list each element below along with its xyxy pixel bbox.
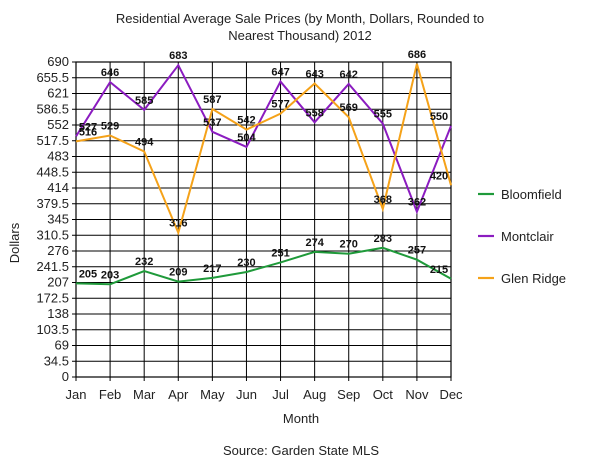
data-label: 537 [203,117,221,129]
y-tick-label: 207 [47,275,69,290]
y-tick-label: 621 [47,86,69,101]
data-label: 647 [271,67,289,79]
y-tick-label: 310.5 [36,227,69,242]
data-label: 274 [305,237,324,249]
data-label: 643 [305,68,323,80]
x-tick-label: Jun [236,387,257,402]
data-label: 420 [430,170,448,182]
data-label: 642 [340,69,358,81]
data-label: 232 [135,256,153,268]
y-tick-label: 34.5 [44,353,69,368]
data-label: 209 [169,267,187,279]
data-label: 504 [237,132,256,144]
x-tick-label: Oct [373,387,394,402]
data-label: 205 [79,268,97,280]
y-tick-label: 690 [47,54,69,69]
data-label: 550 [430,111,448,123]
series-lines [75,63,452,286]
x-tick-label: Mar [133,387,156,402]
data-label: 368 [374,194,392,206]
x-tick-label: May [200,387,225,402]
y-axis-label: Dollars [7,222,22,263]
y-tick-label: 138 [47,306,69,321]
data-label: 646 [101,67,119,79]
series-line-glen-ridge [75,63,452,236]
y-tick-label: 448.5 [36,164,69,179]
y-tick-label: 345 [47,212,69,227]
x-axis-label: Month [283,411,319,426]
y-tick-label: 655.5 [36,70,69,85]
y-tick-label: 414 [47,180,69,195]
data-label: 217 [203,263,221,275]
legend-label: Bloomfield [501,187,562,202]
x-tick-label: Dec [439,387,463,402]
data-label: 283 [374,233,392,245]
data-label: 215 [430,264,448,276]
data-label: 555 [374,109,392,121]
data-label: 316 [169,218,187,230]
y-tick-label: 552 [47,117,69,132]
grid [75,61,452,378]
data-label: 362 [408,197,426,209]
legend: Bloomfield Montclair Glen Ridge [478,187,566,286]
x-tick-label: Aug [303,387,326,402]
chart-title-line-1: Residential Average Sale Prices (by Mont… [116,11,484,26]
x-tick-label: Feb [99,387,121,402]
legend-label: Montclair [501,229,554,244]
data-label: 686 [408,49,426,61]
y-tick-label: 69 [55,338,69,353]
data-label: 542 [237,115,255,127]
x-tick-label: Sep [337,387,360,402]
data-label: 527 [79,121,97,133]
series-line-bloomfield [75,246,452,286]
data-label: 203 [101,269,119,281]
y-tick-label: 379.5 [36,196,69,211]
y-tick-label: 517.5 [36,133,69,148]
data-label: 516 [79,126,97,138]
y-tick-label: 241.5 [36,259,69,274]
data-labels: 205 203 232 209 217 230 251 274 270 283 257 215 527 6… [79,49,448,281]
data-label: 257 [408,245,426,257]
x-tick-label: Jul [272,387,289,402]
y-tick-label: 586.5 [36,101,69,116]
data-label: 683 [169,50,187,62]
data-label: 494 [135,136,154,148]
data-label: 270 [340,239,358,251]
x-tick-label: Jan [66,387,87,402]
y-tick-label: 483 [47,149,69,164]
legend-label: Glen Ridge [501,271,566,286]
plot-area-border [75,61,452,378]
y-tick-label: 172.5 [36,290,69,305]
x-tick-label: Nov [405,387,429,402]
source-note: Source: Garden State MLS [223,443,379,458]
data-label: 251 [271,247,289,259]
y-tick-label: 276 [47,243,69,258]
data-label: 558 [305,107,323,119]
y-tick-label: 0 [62,369,69,384]
chart-title-line-2: Nearest Thousand) 2012 [228,28,372,43]
data-label: 569 [340,102,358,114]
y-tick-label: 103.5 [36,322,69,337]
data-label: 529 [101,121,119,133]
axes: 034.569103.5138172.5207241.5276310.53453… [36,54,463,402]
x-tick-label: Apr [168,387,189,402]
data-label: 230 [237,257,255,269]
data-label: 587 [203,94,221,106]
data-label: 585 [135,95,153,107]
series-line-montclair [75,63,452,215]
data-label: 577 [271,99,289,111]
